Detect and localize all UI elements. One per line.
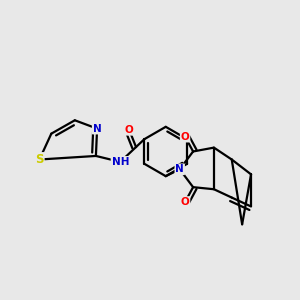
Text: O: O (181, 132, 189, 142)
Text: N: N (175, 164, 184, 174)
Text: O: O (125, 125, 134, 135)
Text: N: N (93, 124, 101, 134)
Text: NH: NH (112, 157, 129, 167)
Text: O: O (181, 197, 189, 207)
Text: S: S (35, 153, 44, 166)
